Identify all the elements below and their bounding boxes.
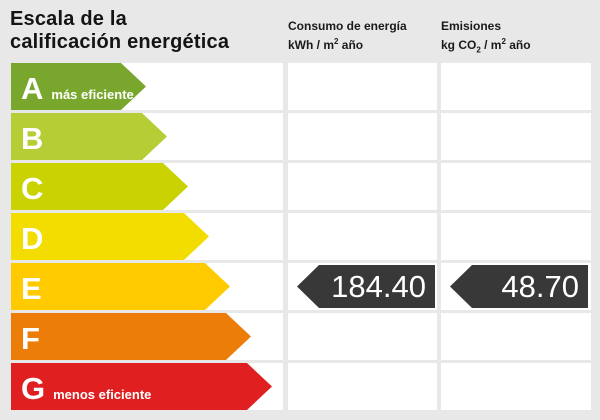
consumption-cell [288, 363, 437, 410]
page-title-line1: Escala de la [10, 8, 127, 30]
rating-bar-arrow: E [11, 263, 230, 310]
rating-bar-arrow: F [11, 313, 251, 360]
page-title: Escala de la calificación energética [10, 8, 229, 54]
emissions-value-badge: 48.70 [450, 265, 588, 308]
rating-row-e: E 184.40 48.70 [0, 263, 600, 310]
superscript-2: 2 [501, 37, 506, 46]
scale-cell: B [11, 113, 283, 160]
rating-bar-arrow: C [11, 163, 188, 210]
emissions-cell [441, 163, 591, 210]
scale-cell: D [11, 213, 283, 260]
page-title-line2: calificación energética [10, 31, 230, 53]
consumption-value-badge: 184.40 [297, 265, 435, 308]
efficiency-label: menos eficiente [53, 387, 152, 402]
rating-bar-arrow: D [11, 213, 209, 260]
scale-cell: E [11, 263, 283, 310]
subscript-2: 2 [476, 45, 481, 55]
emissions-cell: 48.70 [441, 263, 591, 310]
consumption-cell [288, 63, 437, 110]
rating-letter: C [21, 171, 44, 206]
emissions-cell [441, 63, 591, 110]
rating-letter: D [21, 221, 44, 256]
emissions-cell [441, 313, 591, 360]
scale-cell: C [11, 163, 283, 210]
rating-row-f: F [0, 313, 600, 360]
efficiency-label: más eficiente [51, 87, 134, 102]
superscript-2: 2 [334, 37, 339, 46]
rating-letter: B [21, 121, 44, 156]
rating-letter: E [21, 271, 42, 306]
consumption-cell [288, 213, 437, 260]
rating-bar-arrow: B [11, 113, 167, 160]
emissions-header-units: kg CO2 / m2 año [441, 37, 531, 55]
rating-row-d: D [0, 213, 600, 260]
consumption-column-header: Consumo de energía kWh / m2 año [288, 18, 407, 53]
rating-row-c: C [0, 163, 600, 210]
rating-row-b: B [0, 113, 600, 160]
rating-letter: G [21, 371, 46, 406]
emissions-column-header: Emisiones kg CO2 / m2 año [441, 18, 531, 58]
emissions-cell [441, 113, 591, 160]
consumption-cell [288, 163, 437, 210]
consumption-header-units: kWh / m2 año [288, 37, 364, 52]
consumption-cell: 184.40 [288, 263, 437, 310]
scale-cell: F [11, 313, 283, 360]
emissions-cell [441, 363, 591, 410]
consumption-cell [288, 313, 437, 360]
rating-letter: F [21, 321, 40, 356]
rating-letter: A [21, 71, 44, 106]
consumption-cell [288, 113, 437, 160]
emissions-cell [441, 213, 591, 260]
emissions-header-line1: Emisiones [441, 19, 502, 33]
consumption-header-line1: Consumo de energía [288, 19, 407, 33]
